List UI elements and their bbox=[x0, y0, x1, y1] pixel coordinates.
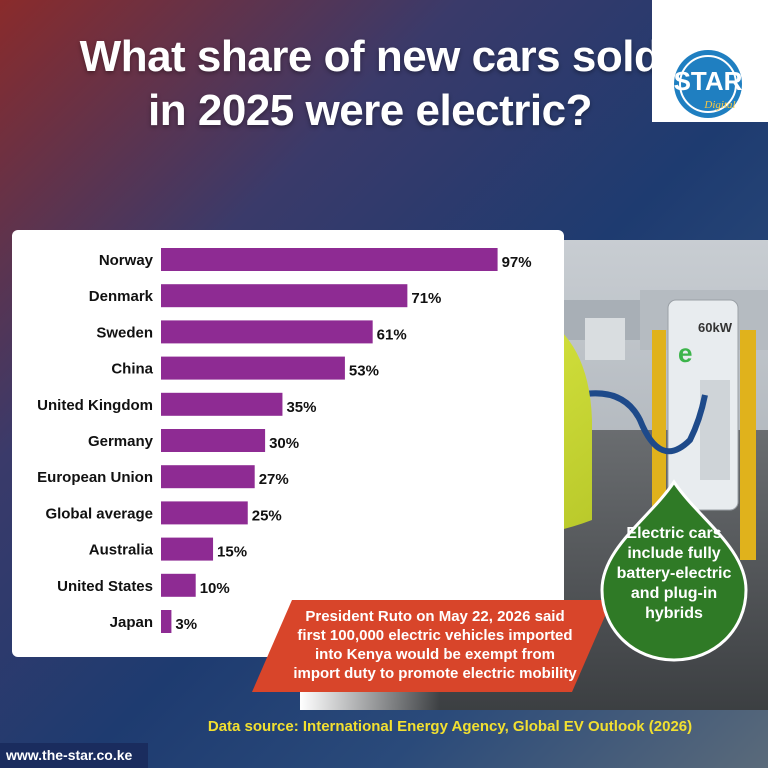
logo-brand: STAR bbox=[674, 66, 743, 96]
category-label: United Kingdom bbox=[37, 397, 153, 414]
value-label: 30% bbox=[269, 435, 299, 452]
category-label: Australia bbox=[89, 542, 154, 559]
bar bbox=[161, 573, 196, 597]
value-label: 10% bbox=[200, 580, 230, 597]
logo-sub: Digital bbox=[703, 99, 735, 111]
page-title: What share of new cars sold in 2025 were… bbox=[79, 32, 661, 135]
value-label: 3% bbox=[175, 616, 197, 633]
bar bbox=[161, 392, 283, 416]
value-label: 97% bbox=[502, 254, 532, 271]
category-label: Denmark bbox=[89, 288, 154, 305]
note-box-shape bbox=[252, 600, 612, 692]
value-label: 15% bbox=[217, 544, 247, 561]
bar-chart: Norway 97% Denmark 71% Sweden 61% China 53% Unit… bbox=[37, 248, 532, 633]
website-url[interactable]: www.the-star.co.ke bbox=[0, 743, 148, 768]
drop-shape bbox=[600, 479, 748, 662]
category-label: European Union bbox=[37, 469, 153, 486]
callout-drop: Electric cars include fully battery-elec… bbox=[598, 478, 750, 664]
category-label: Germany bbox=[88, 433, 154, 450]
value-label: 53% bbox=[349, 363, 379, 380]
category-label: United States bbox=[57, 578, 153, 595]
bar bbox=[161, 248, 498, 271]
value-label: 35% bbox=[286, 399, 316, 416]
bar bbox=[161, 429, 266, 452]
bar bbox=[161, 501, 248, 525]
bar bbox=[161, 610, 172, 633]
bar bbox=[161, 284, 408, 308]
value-label: 27% bbox=[259, 471, 289, 488]
callout-text: Electric cars include fully battery-elec… bbox=[616, 525, 732, 622]
data-source: Data source: International Energy Agency… bbox=[207, 718, 693, 735]
value-label: 61% bbox=[377, 326, 407, 343]
value-label: 25% bbox=[252, 507, 282, 524]
bar bbox=[161, 356, 345, 380]
bar bbox=[161, 320, 373, 344]
the-star-logo: STAR Digital bbox=[652, 0, 768, 122]
category-label: Sweden bbox=[96, 324, 153, 341]
note-box: President Ruto on May 22, 2026 said firs… bbox=[252, 600, 612, 692]
svg-text:e: e bbox=[678, 338, 692, 368]
chart-panel: Norway 97% Denmark 71% Sweden 61% China 53% Unit… bbox=[12, 230, 564, 657]
note-text: President Ruto on May 22, 2026 said firs… bbox=[293, 608, 577, 682]
charger-label: 60kW bbox=[698, 320, 733, 335]
category-label: Norway bbox=[99, 252, 154, 269]
bar bbox=[161, 465, 255, 489]
value-label: 71% bbox=[411, 290, 441, 307]
bar bbox=[161, 537, 214, 561]
category-label: Japan bbox=[110, 614, 153, 631]
category-label: Global average bbox=[45, 505, 153, 522]
category-label: China bbox=[111, 361, 153, 378]
